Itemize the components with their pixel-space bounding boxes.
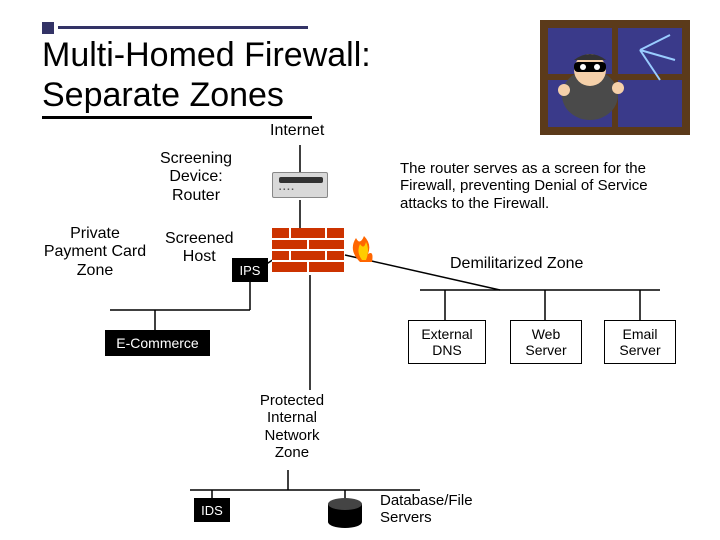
email-server-box: Email Server <box>604 320 676 364</box>
screening-device-label: Screening Device: Router <box>160 150 232 205</box>
db-servers-label: Database/File Servers <box>380 492 473 527</box>
dmz-label: Demilitarized Zone <box>450 255 583 273</box>
web-server-box: Web Server <box>510 320 582 364</box>
external-dns-box: External DNS <box>408 320 486 364</box>
ecommerce-box: E-Commerce <box>105 330 210 356</box>
router-description: The router serves as a screen for the Fi… <box>400 160 695 212</box>
accent-bar <box>58 26 308 29</box>
ids-box: IDS <box>194 498 230 522</box>
private-zone-label: Private Payment Card Zone <box>35 225 155 280</box>
title-underline <box>42 116 312 119</box>
router-icon: ▪▪▪▪ <box>272 172 328 198</box>
screened-host-label: Screened Host <box>165 230 234 267</box>
accent-bullet <box>42 22 54 34</box>
ips-box: IPS <box>232 258 268 282</box>
internet-label: Internet <box>270 122 324 140</box>
slide-title-line2: Separate Zones <box>42 76 284 115</box>
protected-zone-label: Protected Internal Network Zone <box>252 392 332 461</box>
slide-title-line1: Multi-Homed Firewall: <box>42 36 371 75</box>
